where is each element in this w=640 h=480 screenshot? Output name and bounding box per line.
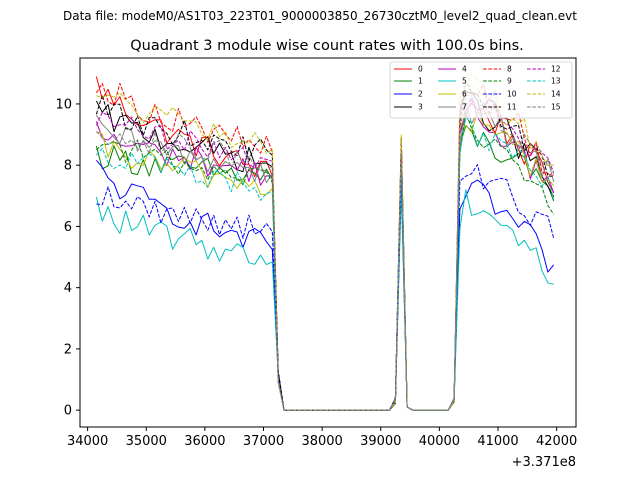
y-tick-label-2: 2: [64, 342, 72, 357]
legend-label-12: 12: [551, 65, 561, 74]
legend-box: [389, 61, 573, 119]
x-tick-label-40000: 40000: [419, 434, 460, 449]
figure-suptitle: Data file: modeM0/AS1T03_223T01_90000038…: [63, 9, 577, 23]
x-axis-offset-label: +3.371e8: [512, 455, 576, 470]
series-line-9: [96, 112, 555, 411]
legend-label-5: 5: [462, 77, 467, 86]
legend-label-1: 1: [418, 77, 423, 86]
y-tick-label-8: 8: [64, 159, 72, 174]
x-axis: 34000 35000 36000 37000 38000 39000 40000 41000…: [67, 427, 577, 449]
axes-frame: [79, 57, 577, 428]
series-layer: [95, 74, 555, 411]
y-tick-label-6: 6: [64, 220, 72, 235]
x-tick-label-42000: 42000: [536, 434, 577, 449]
y-tick-label-0: 0: [64, 404, 72, 419]
x-tick-label-35000: 35000: [126, 434, 167, 449]
legend-label-15: 15: [551, 103, 561, 112]
legend-label-11: 11: [507, 103, 517, 112]
x-tick-label-38000: 38000: [301, 434, 342, 449]
x-tick-label-37000: 37000: [243, 434, 284, 449]
y-axis: 0 2 4 6 8 10: [55, 97, 80, 419]
series-line-5: [95, 189, 554, 411]
legend-label-4: 4: [462, 65, 467, 74]
series-line-6: [96, 110, 555, 411]
x-tick-label-39000: 39000: [360, 434, 401, 449]
legend-label-7: 7: [462, 103, 467, 112]
legend-label-10: 10: [507, 90, 517, 99]
legend-label-2: 2: [418, 90, 423, 99]
plot-area: 34000 35000 36000 37000 38000 39000 40000 41000…: [55, 57, 577, 470]
y-tick-label-4: 4: [64, 281, 72, 296]
x-tick-label-34000: 34000: [67, 434, 108, 449]
series-line-15: [96, 95, 555, 411]
series-line-10: [96, 164, 555, 411]
legend-label-14: 14: [551, 90, 561, 99]
series-line-8: [95, 82, 554, 411]
series-line-0: [95, 76, 555, 411]
legend-label-0: 0: [418, 65, 423, 74]
legend-label-3: 3: [418, 103, 423, 112]
x-tick-label-36000: 36000: [184, 434, 225, 449]
legend-label-13: 13: [551, 77, 561, 86]
series-line-2: [96, 159, 555, 411]
x-tick-label-41000: 41000: [477, 434, 518, 449]
legend-label-8: 8: [507, 65, 512, 74]
series-line-1: [95, 125, 555, 411]
legend-label-9: 9: [507, 77, 512, 86]
legend-label-6: 6: [462, 90, 467, 99]
y-tick-label-10: 10: [55, 97, 72, 112]
series-line-11: [95, 80, 554, 411]
chart-title: Quadrant 3 module wise count rates with …: [130, 38, 524, 54]
